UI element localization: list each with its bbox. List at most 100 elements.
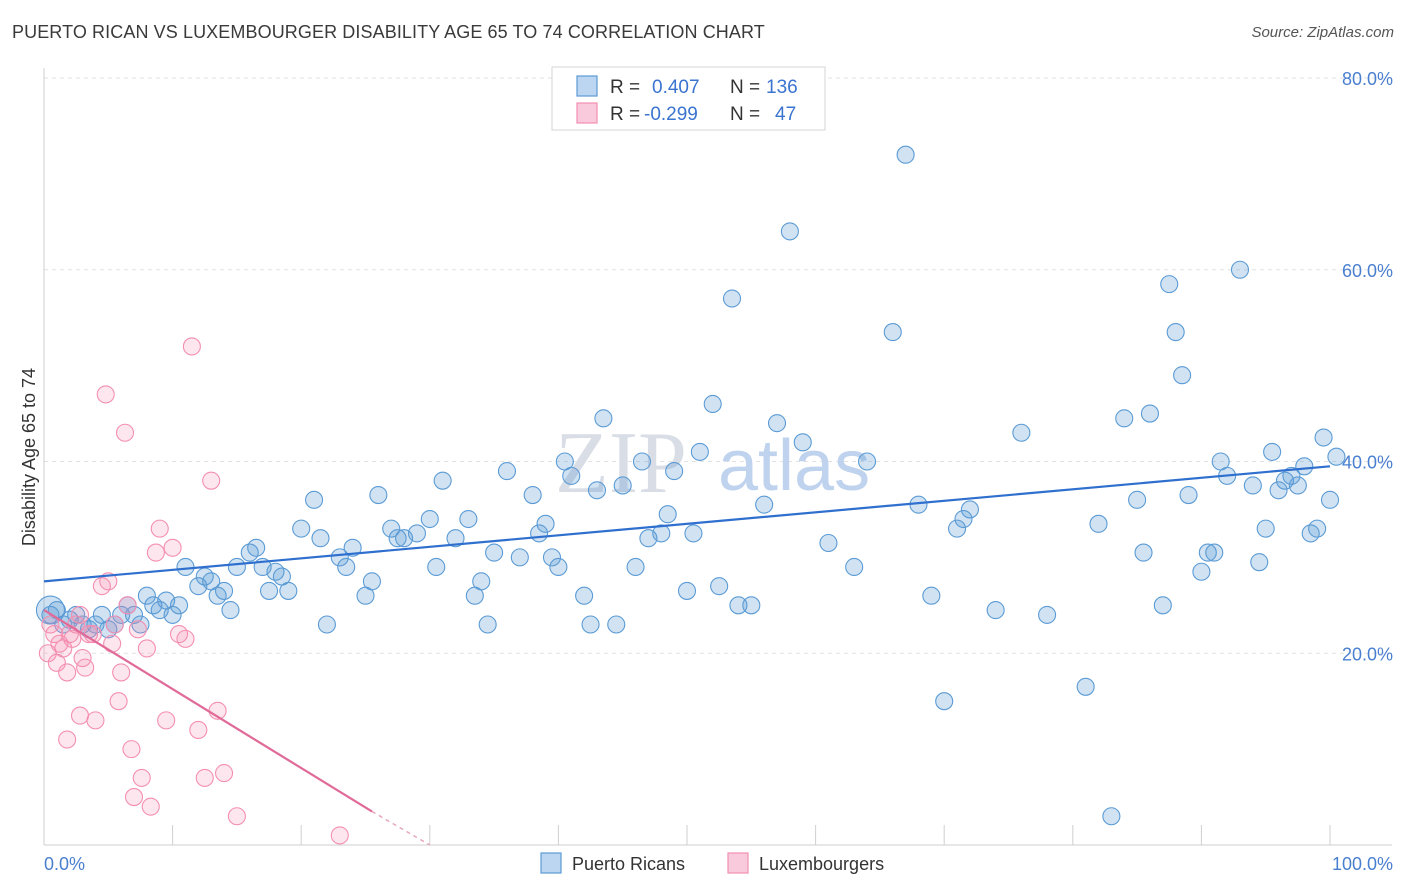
trend-line-luxembourgers	[43, 609, 373, 813]
point-puerto-ricans-120	[1205, 543, 1224, 562]
point-puerto-ricans-56	[472, 572, 491, 591]
point-puerto-ricans-38	[311, 529, 330, 548]
point-puerto-ricans-135	[1314, 428, 1333, 447]
axes	[43, 68, 1392, 846]
y-tick-label-40: 40.0%	[1342, 453, 1393, 473]
point-luxembourgers-17	[96, 385, 115, 404]
source-label: Source: ZipAtlas.com	[1251, 24, 1394, 41]
point-puerto-ricans-73	[613, 476, 632, 495]
point-puerto-ricans-77	[652, 524, 671, 543]
point-puerto-ricans-104	[1012, 423, 1031, 442]
point-puerto-ricans-54	[459, 509, 478, 529]
point-puerto-ricans-95	[883, 323, 902, 342]
point-puerto-ricans-74	[626, 557, 645, 577]
watermark-atlas: atlas	[718, 426, 870, 506]
point-puerto-ricans-115	[1166, 323, 1185, 342]
point-luxembourgers-33	[157, 711, 176, 730]
point-luxembourgers-20	[105, 615, 124, 634]
legend-n-label-1: N =	[730, 77, 760, 98]
point-puerto-ricans-124	[1243, 476, 1262, 495]
point-puerto-ricans-41	[337, 557, 356, 577]
series-legend: Puerto Ricans Luxembourgers	[540, 852, 884, 874]
point-luxembourgers-42	[214, 764, 234, 783]
legend-swatch-pink	[576, 102, 598, 124]
legend-n-value-2: 47	[775, 104, 796, 125]
point-puerto-ricans-96	[896, 145, 915, 164]
point-puerto-ricans-4	[67, 605, 86, 624]
point-puerto-ricans-113	[1153, 596, 1172, 615]
point-puerto-ricans-51	[427, 557, 446, 577]
point-puerto-ricans-123	[1230, 260, 1250, 279]
point-puerto-ricans-49	[407, 524, 426, 543]
point-puerto-ricans-106	[1076, 677, 1095, 696]
point-luxembourgers-28	[132, 768, 151, 787]
point-puerto-ricans-36	[292, 519, 311, 538]
point-puerto-ricans-57	[478, 615, 497, 634]
point-puerto-ricans-28	[227, 557, 246, 577]
point-puerto-ricans-85	[722, 289, 742, 308]
point-puerto-ricans-128	[1269, 481, 1288, 500]
point-puerto-ricans-69	[581, 615, 600, 634]
x-tick-label-max: 100.0%	[1332, 854, 1393, 874]
point-puerto-ricans-136	[1320, 490, 1340, 509]
point-puerto-ricans-109	[1115, 409, 1134, 428]
point-puerto-ricans-20	[169, 596, 189, 615]
point-puerto-ricans-119	[1198, 543, 1217, 562]
point-puerto-ricans-50	[420, 509, 439, 529]
point-puerto-ricans-68	[575, 586, 594, 605]
point-puerto-ricans-52	[433, 471, 452, 490]
point-luxembourgers-18	[99, 572, 118, 591]
legend-label-luxembourgers: Luxembourgers	[759, 854, 884, 874]
point-luxembourgers-21	[109, 692, 128, 711]
point-luxembourgers-24	[118, 596, 137, 615]
point-puerto-ricans-86	[729, 596, 748, 615]
point-puerto-ricans-127	[1263, 442, 1282, 461]
point-puerto-ricans-81	[684, 524, 703, 543]
point-luxembourgers-31	[146, 543, 165, 562]
point-puerto-ricans-53	[446, 529, 465, 548]
point-puerto-ricans-40	[330, 548, 349, 567]
series-puerto-ricans	[35, 145, 1346, 826]
legend-swatch-luxembourgers	[727, 852, 749, 874]
trend-line-puerto-ricans	[43, 465, 1331, 583]
point-puerto-ricans-89	[767, 414, 787, 433]
chart-title: PUERTO RICAN VS LUXEMBOURGER DISABILITY …	[12, 22, 765, 42]
legend-r-label-2: R =	[610, 104, 640, 125]
point-puerto-ricans-27	[221, 601, 240, 620]
point-puerto-ricans-44	[362, 572, 381, 591]
point-puerto-ricans-11	[112, 605, 131, 624]
stats-legend: R = 0.407 N = 136 R = -0.299 N = 47	[551, 66, 826, 131]
point-puerto-ricans-14	[131, 615, 150, 634]
point-puerto-ricans-114	[1160, 275, 1179, 294]
point-puerto-ricans-39	[317, 615, 336, 634]
point-puerto-ricans-45	[369, 486, 388, 505]
point-luxembourgers-23	[115, 423, 135, 442]
y-tick-label-60: 60.0%	[1342, 261, 1393, 281]
point-puerto-ricans-90	[780, 222, 799, 241]
point-puerto-ricans-88	[755, 495, 774, 514]
watermark: ZIP atlas	[555, 415, 870, 512]
point-puerto-ricans-116	[1173, 366, 1192, 385]
point-puerto-ricans-101	[954, 509, 973, 529]
legend-swatch-puerto-ricans	[540, 852, 562, 874]
point-luxembourgers-15	[86, 711, 105, 730]
trend-lines	[43, 465, 1331, 846]
point-puerto-ricans-100	[948, 519, 967, 538]
point-puerto-ricans-98	[922, 586, 941, 605]
point-puerto-ricans-91	[793, 433, 812, 452]
point-puerto-ricans-42	[343, 538, 362, 557]
legend-r-label-1: R =	[610, 77, 640, 98]
point-puerto-ricans-99	[935, 692, 954, 711]
point-luxembourgers-44	[58, 730, 77, 749]
point-puerto-ricans-61	[523, 486, 542, 505]
point-luxembourgers-6	[58, 663, 77, 682]
y-axis-label: Disability Age 65 to 74	[19, 368, 39, 546]
point-luxembourgers-29	[137, 639, 156, 658]
point-luxembourgers-27	[128, 620, 147, 639]
point-puerto-ricans-13	[124, 605, 144, 624]
point-luxembourgers-13	[79, 625, 99, 644]
legend-swatch-blue	[576, 75, 598, 97]
point-luxembourgers-39	[195, 768, 214, 787]
point-puerto-ricans-80	[677, 581, 697, 600]
point-luxembourgers-34	[163, 538, 182, 557]
